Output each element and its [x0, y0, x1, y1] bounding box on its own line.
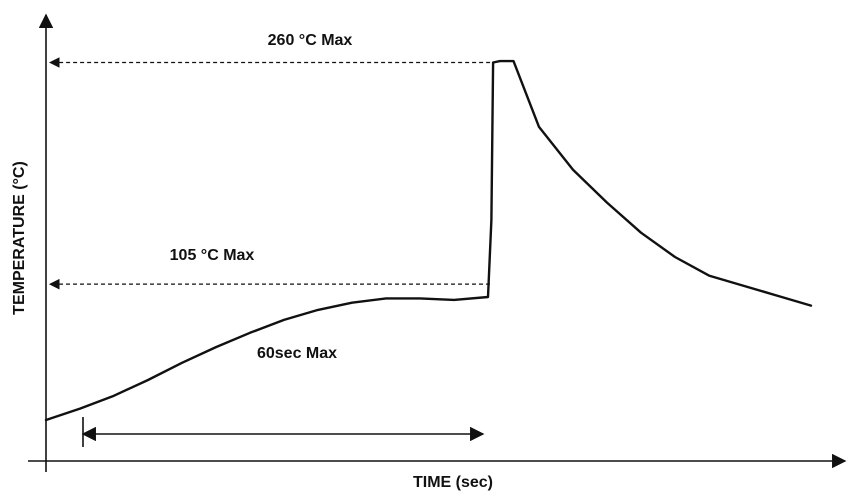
peak-temp-label: 260 °C Max — [268, 32, 353, 49]
y-axis-label: TEMPERATURE (°C) — [11, 161, 28, 315]
temperature-profile-line — [44, 59, 813, 422]
duration-label: 60sec Max — [257, 345, 337, 362]
x-axis-label: TIME (sec) — [413, 474, 493, 491]
preheat-temp-label: 105 °C Max — [170, 247, 255, 264]
